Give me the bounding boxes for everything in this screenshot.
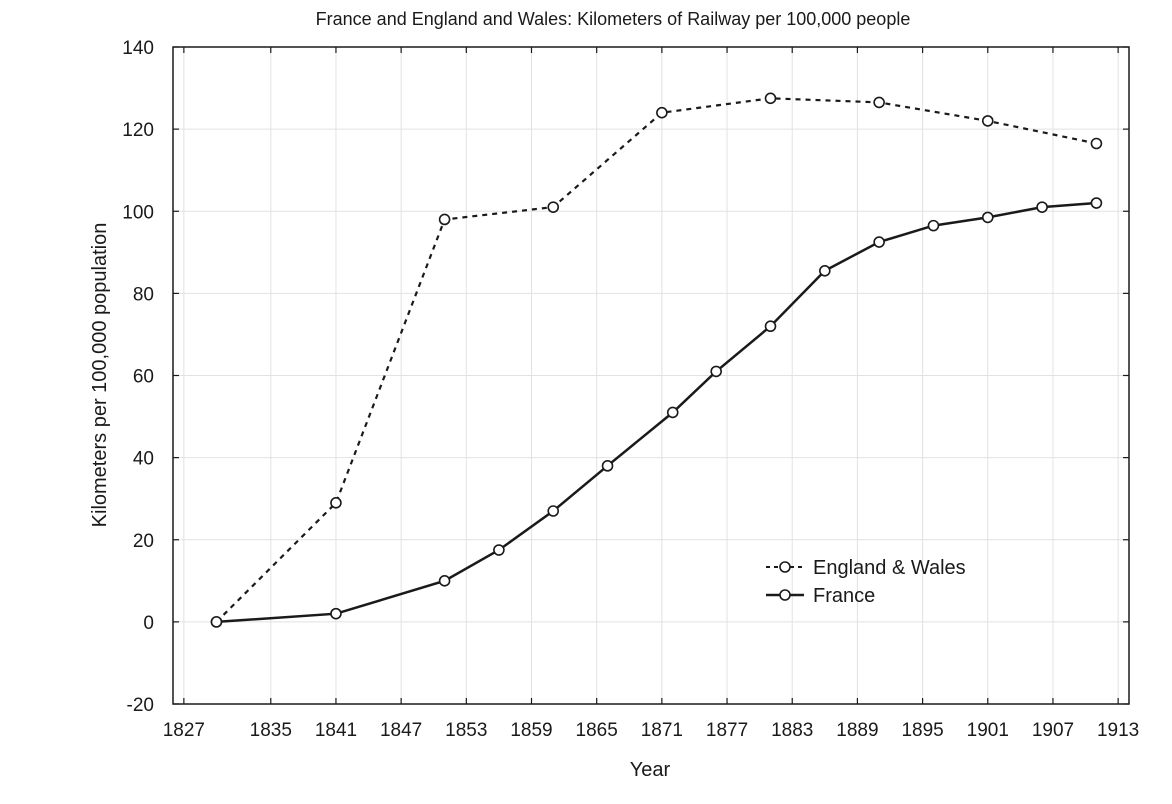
data-point-france bbox=[1090, 197, 1103, 209]
data-point-france bbox=[927, 219, 940, 232]
series-layer bbox=[210, 92, 1103, 628]
y-tick-label: 0 bbox=[143, 613, 154, 634]
y-tick-label: 80 bbox=[133, 284, 154, 305]
legend-label: France bbox=[813, 585, 875, 607]
x-tick-label: 1883 bbox=[771, 720, 813, 741]
x-tick-label: 1853 bbox=[445, 720, 487, 741]
data-point-france bbox=[601, 460, 614, 472]
legend-marker bbox=[779, 589, 791, 601]
data-point-france bbox=[981, 211, 994, 224]
chart-title: France and England and Wales: Kilometers… bbox=[316, 9, 911, 29]
x-tick-label: 1841 bbox=[315, 720, 357, 741]
legend-marker bbox=[779, 561, 791, 573]
y-tick-label: 100 bbox=[122, 202, 154, 223]
data-point-france bbox=[547, 505, 560, 517]
data-point-england-wales bbox=[981, 115, 994, 127]
x-tick-label: 1835 bbox=[250, 720, 292, 741]
y-axis-title: Kilometers per 100,000 population bbox=[89, 223, 111, 528]
data-point-england-wales bbox=[547, 201, 560, 213]
data-point-england-wales bbox=[1090, 137, 1103, 150]
y-tick-label: 20 bbox=[133, 531, 154, 552]
series-line-england-wales bbox=[215, 97, 1097, 623]
x-tick-label: 1895 bbox=[901, 720, 943, 741]
x-tick-label: 1847 bbox=[380, 720, 422, 741]
series-england-wales bbox=[210, 92, 1103, 628]
x-tick-label: 1877 bbox=[706, 720, 748, 741]
data-point-england-wales bbox=[438, 213, 451, 226]
series-france bbox=[210, 197, 1103, 628]
x-tick-label: 1889 bbox=[836, 720, 878, 741]
x-tick-label: 1859 bbox=[510, 720, 552, 741]
x-tick-label: 1827 bbox=[163, 720, 205, 741]
data-point-france bbox=[873, 236, 885, 248]
data-point-england-wales bbox=[656, 106, 668, 119]
legend-item: England & Wales bbox=[766, 557, 966, 579]
axis-ticks: 1827 1835 1841 1847 1853 1859 1865 1871 1877 1883… bbox=[122, 38, 1139, 741]
y-tick-label: 140 bbox=[122, 38, 154, 59]
data-point-france bbox=[1036, 201, 1048, 213]
x-tick-label: 1871 bbox=[641, 720, 683, 741]
legend-label: England & Wales bbox=[813, 557, 966, 579]
data-point-england-wales bbox=[764, 92, 777, 105]
data-point-england-wales bbox=[330, 496, 342, 509]
data-point-england-wales bbox=[873, 96, 885, 109]
y-tick-label: -20 bbox=[127, 695, 154, 716]
data-point-france bbox=[666, 406, 679, 419]
data-point-france bbox=[438, 575, 451, 587]
x-axis-title: Year bbox=[630, 759, 671, 781]
legend: England & Wales France bbox=[766, 557, 966, 607]
data-point-france bbox=[764, 320, 777, 333]
y-tick-label: 120 bbox=[122, 120, 154, 141]
y-tick-label: 40 bbox=[133, 449, 154, 470]
x-tick-label: 1865 bbox=[576, 720, 618, 741]
gridlines bbox=[173, 46, 1129, 705]
data-point-france bbox=[819, 264, 831, 277]
data-point-france bbox=[710, 365, 722, 378]
x-tick-label: 1907 bbox=[1032, 720, 1074, 741]
data-point-france bbox=[210, 616, 223, 628]
x-tick-label: 1913 bbox=[1097, 720, 1139, 741]
y-tick-label: 60 bbox=[133, 367, 154, 388]
data-point-france bbox=[330, 607, 342, 620]
legend-item: France bbox=[766, 585, 875, 607]
data-point-france bbox=[493, 544, 505, 556]
x-tick-label: 1901 bbox=[967, 720, 1009, 741]
